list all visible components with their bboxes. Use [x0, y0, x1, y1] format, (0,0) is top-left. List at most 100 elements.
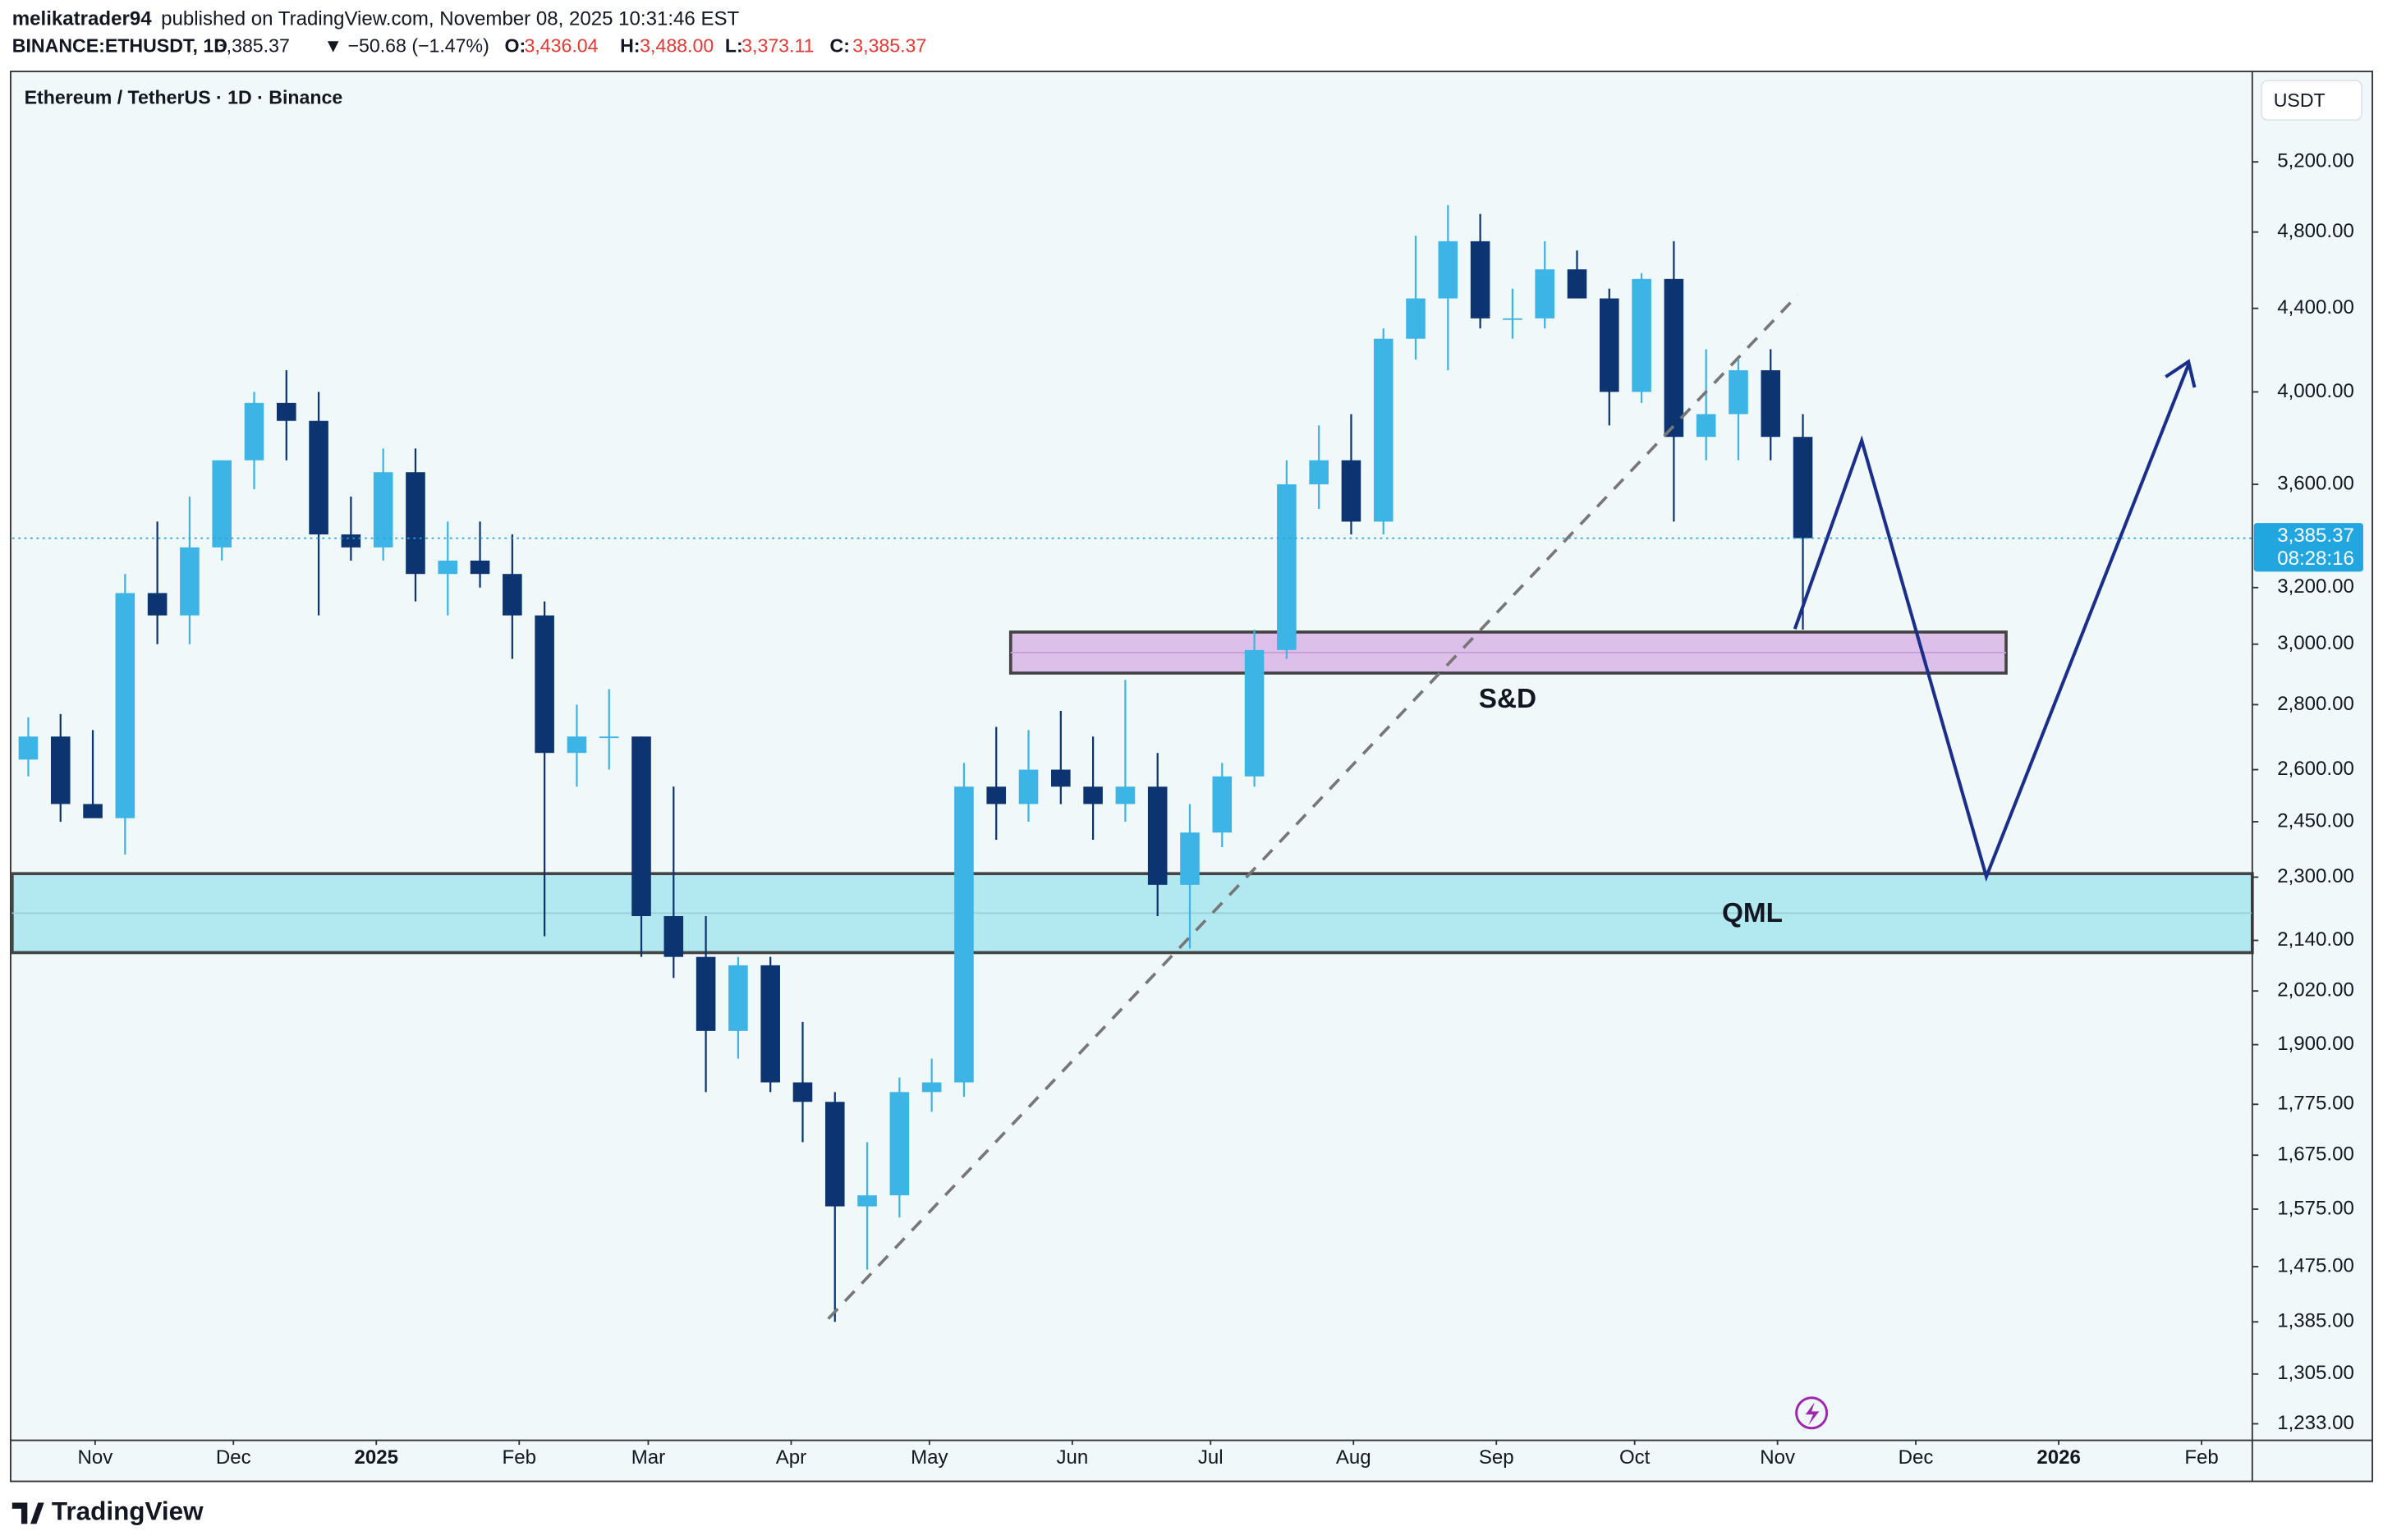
legend: Ethereum / TetherUS · 1D · Binance: [25, 86, 343, 108]
candle-body: [438, 560, 458, 575]
candle-body: [1147, 786, 1168, 885]
event-icon-bolt: [1805, 1402, 1820, 1426]
candle-body: [1632, 278, 1651, 392]
candle-body: [1309, 460, 1329, 484]
x-tick-label: 2026: [2036, 1446, 2081, 1469]
currency[interactable]: USDT: [2274, 89, 2326, 111]
candle-body: [1438, 241, 1458, 299]
y-tick-label: 1,233.00: [2277, 1412, 2354, 1434]
candle-body: [83, 804, 103, 818]
candle-body: [212, 460, 232, 548]
candle-body: [535, 615, 554, 754]
currency-box[interactable]: [2261, 80, 2363, 121]
ohlc-label: H:: [620, 35, 640, 57]
candle-body: [277, 402, 296, 421]
candle-body: [1664, 278, 1684, 438]
y-tick-label: 4,000.00: [2277, 380, 2354, 402]
x-tick-label: Apr: [776, 1446, 806, 1469]
candle-body: [503, 574, 522, 616]
symbol: BINANCE:ETHUSDT, 1D: [12, 35, 227, 57]
candle-body: [1212, 776, 1233, 833]
x-tick-label: Jul: [1198, 1446, 1224, 1469]
x-tick-label: Feb: [503, 1446, 536, 1469]
y-tick-label: 4,400.00: [2277, 296, 2354, 319]
candle-body: [470, 560, 490, 575]
candle-body: [1729, 370, 1748, 415]
candle-body: [728, 965, 748, 1031]
y-tick-label: 1,575.00: [2277, 1197, 2354, 1219]
candle-body: [696, 956, 716, 1031]
candle-body: [599, 736, 619, 739]
projection-path: [1793, 364, 2190, 882]
y-tick-label: 2,140.00: [2277, 928, 2354, 951]
candle-body: [1470, 241, 1490, 319]
y-tick-label: 1,385.00: [2277, 1310, 2354, 1332]
y-tick-label: 3,200.00: [2277, 575, 2354, 598]
candle-body: [567, 736, 587, 754]
candle-body: [663, 915, 684, 957]
zone-label: S&D: [1479, 684, 1536, 714]
price-tag: [2253, 523, 2363, 572]
plot: [18, 204, 1813, 1322]
candle-body: [1277, 484, 1297, 650]
candle-body: [1761, 370, 1781, 438]
x-tick-label: Dec: [216, 1446, 251, 1469]
y-tick-label: 2,600.00: [2277, 758, 2354, 780]
x-tick-label: 2025: [355, 1446, 398, 1469]
candle-body: [1051, 769, 1071, 787]
x-tick-label: May: [911, 1446, 948, 1469]
candle-body: [406, 472, 425, 575]
author[interactable]: melikatrader94: [12, 7, 152, 30]
x-tick-label: Mar: [631, 1446, 665, 1469]
x-tick-label: Nov: [1760, 1446, 1795, 1469]
arrow-head: [2165, 359, 2197, 388]
y-tick-label: 5,200.00: [2277, 150, 2354, 172]
price-tag-value: 3,385.37: [2277, 525, 2354, 547]
footer-logo[interactable]: TradingView: [11, 1497, 204, 1526]
candle-body: [1696, 414, 1716, 438]
y-tick-label: 1,675.00: [2277, 1144, 2354, 1166]
chart-pane: [10, 71, 2373, 1483]
candle-body: [1373, 338, 1394, 522]
candle-body: [760, 965, 780, 1083]
y-tick-label: 1,475.00: [2277, 1254, 2354, 1276]
y-tick-label: 2,450.00: [2277, 809, 2354, 832]
price: 3,385.37: [216, 35, 290, 57]
footer: TradingView: [52, 1497, 204, 1526]
y-tick-label: 2,300.00: [2277, 865, 2354, 887]
candle-body: [244, 402, 264, 461]
ohlc-value: 3,436.04: [525, 35, 599, 57]
candle-body: [1600, 298, 1619, 392]
x-tick-label: Oct: [1619, 1446, 1651, 1469]
trend-line: [827, 293, 1799, 1320]
candle-body: [1244, 649, 1265, 777]
event-icon[interactable]: [1795, 1396, 1829, 1430]
y-tick-label: 3,000.00: [2277, 632, 2354, 654]
x-tick-label: Aug: [1336, 1446, 1371, 1469]
candle-body: [1503, 318, 1522, 320]
candle-body: [309, 420, 328, 535]
candle-body: [18, 736, 39, 760]
x-tick-label: Sep: [1479, 1446, 1514, 1469]
candle-body: [147, 593, 168, 616]
candle-body: [921, 1082, 942, 1093]
x-tick-label: Jun: [1056, 1446, 1088, 1469]
change: ▼ −50.68 (−1.47%): [324, 35, 489, 57]
price-tag-countdown: 08:28:16: [2277, 548, 2354, 570]
candle-body: [1341, 460, 1361, 522]
candle-body: [954, 786, 974, 1083]
candle-body: [986, 786, 1007, 804]
ohlc-label: L:: [725, 35, 743, 57]
candle-body: [631, 736, 651, 916]
y-tick-label: 4,800.00: [2277, 220, 2354, 242]
candle-body: [341, 534, 361, 548]
y-tick-label: 3,600.00: [2277, 472, 2354, 494]
ohlc-value: 3,385.37: [852, 35, 926, 57]
logo-mark: [11, 1502, 44, 1524]
x-tick-label: Nov: [77, 1446, 112, 1469]
ohlc-label: O:: [504, 35, 526, 57]
candle-body: [50, 736, 71, 804]
candle-body: [857, 1195, 877, 1207]
